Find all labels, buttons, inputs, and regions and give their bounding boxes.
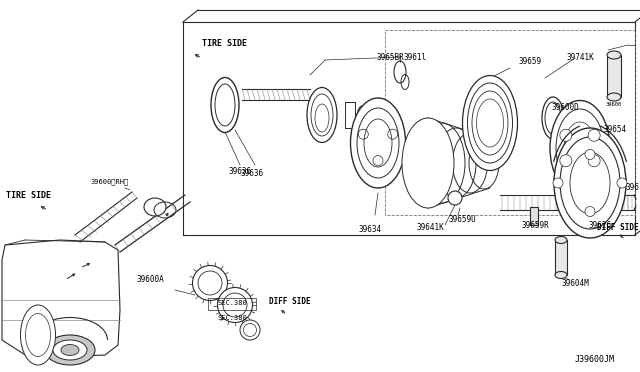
Text: TIRE SIDE: TIRE SIDE xyxy=(6,190,51,199)
Text: SEC.380: SEC.380 xyxy=(217,300,247,306)
Text: TIRE SIDE: TIRE SIDE xyxy=(202,38,248,48)
Ellipse shape xyxy=(402,118,454,208)
Bar xyxy=(530,207,538,225)
Text: 3961l: 3961l xyxy=(403,52,427,61)
Text: DIFF SIDE: DIFF SIDE xyxy=(597,224,639,232)
Ellipse shape xyxy=(218,288,253,323)
Ellipse shape xyxy=(554,128,626,238)
Bar xyxy=(555,240,567,275)
Circle shape xyxy=(553,178,563,188)
Ellipse shape xyxy=(555,237,567,244)
Text: J39600JM: J39600JM xyxy=(575,356,615,365)
Text: 39636: 39636 xyxy=(241,169,264,177)
Text: 39641K: 39641K xyxy=(416,224,444,232)
Ellipse shape xyxy=(550,100,610,196)
Text: 39659: 39659 xyxy=(518,58,541,67)
Ellipse shape xyxy=(307,87,337,142)
Ellipse shape xyxy=(607,93,621,101)
Circle shape xyxy=(585,206,595,217)
Ellipse shape xyxy=(542,97,564,139)
Circle shape xyxy=(560,129,572,141)
Text: 3965BR: 3965BR xyxy=(376,54,404,62)
Text: 39600: 39600 xyxy=(606,103,622,108)
Ellipse shape xyxy=(45,335,95,365)
Circle shape xyxy=(585,150,595,160)
Ellipse shape xyxy=(61,344,79,356)
Polygon shape xyxy=(2,240,120,358)
Circle shape xyxy=(588,129,600,141)
Ellipse shape xyxy=(448,191,462,205)
Ellipse shape xyxy=(53,340,87,360)
Text: 39659U: 39659U xyxy=(448,215,476,224)
Ellipse shape xyxy=(20,305,56,365)
Ellipse shape xyxy=(463,76,518,170)
Ellipse shape xyxy=(607,51,621,59)
Ellipse shape xyxy=(240,320,260,340)
Circle shape xyxy=(588,155,600,167)
Ellipse shape xyxy=(144,198,166,216)
Bar xyxy=(607,55,621,97)
Ellipse shape xyxy=(351,98,406,188)
Ellipse shape xyxy=(555,272,567,279)
Circle shape xyxy=(617,178,627,188)
Text: 39600D: 39600D xyxy=(551,103,579,112)
Text: 39600A: 39600A xyxy=(136,276,164,285)
Text: 39604M: 39604M xyxy=(561,279,589,288)
Text: 39741K: 39741K xyxy=(566,52,594,61)
Text: 39600〈RH〉: 39600〈RH〉 xyxy=(91,179,129,185)
Text: SEC.380: SEC.380 xyxy=(217,315,247,321)
Ellipse shape xyxy=(211,77,239,132)
Ellipse shape xyxy=(193,266,227,301)
Text: DIFF SIDE: DIFF SIDE xyxy=(269,298,311,307)
Text: 39616: 39616 xyxy=(625,183,640,192)
Bar xyxy=(208,298,256,310)
Text: 39654: 39654 xyxy=(604,125,627,135)
Text: 39636: 39636 xyxy=(228,167,252,176)
Text: 39626: 39626 xyxy=(588,221,612,230)
Text: 39634: 39634 xyxy=(358,225,381,234)
Circle shape xyxy=(560,155,572,167)
Text: 39659R: 39659R xyxy=(521,221,549,230)
